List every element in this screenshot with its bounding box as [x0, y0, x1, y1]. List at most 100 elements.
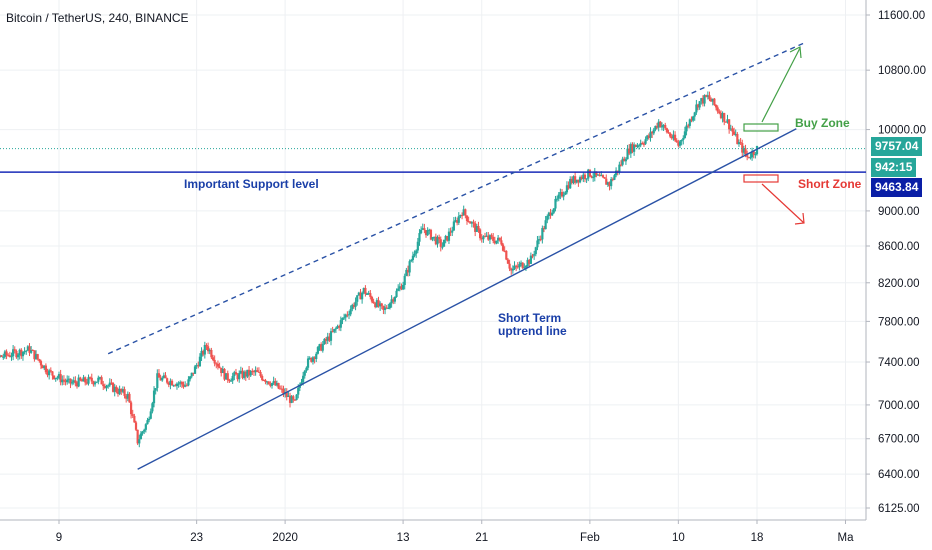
candle-body — [148, 418, 151, 421]
candle-body — [172, 385, 175, 387]
candle-body — [313, 357, 316, 360]
candle-body — [528, 259, 531, 264]
candle-body — [462, 209, 465, 216]
uptrend-line[interactable] — [137, 128, 797, 470]
candle-body — [270, 383, 274, 386]
candle-body — [488, 235, 492, 240]
candle-body — [382, 305, 385, 310]
candle-body — [500, 240, 503, 245]
candle-body — [220, 367, 223, 374]
candle-body — [187, 379, 190, 386]
candle-body — [216, 363, 220, 367]
y-tick-label: 10800.00 — [878, 65, 926, 77]
candle-body — [490, 235, 493, 237]
candle-body — [303, 370, 306, 376]
candle-body — [141, 431, 144, 434]
candle-body — [523, 267, 526, 269]
candle-body — [0, 355, 3, 357]
candle-body — [755, 145, 759, 155]
candle-body — [700, 98, 703, 102]
candle-body — [464, 209, 467, 216]
short-zone-arrow[interactable] — [761, 183, 805, 224]
candle-body — [454, 220, 457, 222]
candle-body — [321, 343, 324, 351]
candle-body — [410, 259, 413, 262]
candle-body — [575, 179, 578, 183]
candle-body — [533, 254, 536, 256]
candle-body — [197, 365, 200, 367]
candle-body — [67, 378, 70, 380]
candle-body — [221, 368, 224, 374]
candle-body — [421, 228, 424, 230]
candle-body — [560, 192, 564, 197]
candle-body — [510, 268, 513, 271]
candle-body — [252, 371, 256, 373]
candle-body — [696, 104, 700, 108]
candle-body — [682, 137, 685, 140]
candle-body — [392, 299, 395, 302]
candle-body — [600, 175, 603, 177]
candle-body — [44, 365, 47, 373]
candle-body — [460, 215, 464, 217]
candle-body — [415, 250, 418, 254]
candle-body — [611, 179, 614, 181]
candle-body — [300, 382, 303, 386]
candle-body — [107, 385, 110, 387]
buy-zone-arrow[interactable] — [761, 47, 801, 123]
candle-body — [21, 351, 25, 357]
candle-body — [429, 229, 433, 240]
candle-body — [118, 388, 121, 394]
candle-body — [574, 176, 577, 183]
candle-body — [565, 185, 569, 193]
candle-body — [310, 357, 313, 362]
candle-body — [323, 338, 326, 344]
y-tick-label: 7000.00 — [878, 400, 920, 412]
candle-body — [737, 142, 741, 145]
candle-body — [143, 429, 146, 432]
candle-body — [601, 175, 605, 178]
candle-body — [120, 388, 123, 392]
candle-body — [505, 250, 508, 260]
candle-body — [482, 236, 485, 240]
short-zone-box[interactable] — [743, 174, 779, 183]
candle-body — [100, 377, 103, 385]
buy-zone-box[interactable] — [743, 123, 779, 132]
candle-body — [672, 134, 675, 139]
channel-top-line[interactable] — [107, 41, 807, 355]
candle-body — [436, 237, 439, 245]
candle-body — [524, 265, 528, 268]
candle-body — [89, 377, 92, 379]
candle-body — [365, 293, 369, 295]
candle-body — [52, 375, 56, 380]
candle-body — [749, 157, 752, 159]
candle-body — [164, 375, 167, 379]
candle-body — [754, 154, 757, 156]
candle-body — [351, 304, 354, 310]
candle-body — [257, 371, 260, 373]
candle-body — [241, 370, 244, 378]
candle-body — [166, 378, 169, 383]
candle-body — [229, 380, 233, 382]
candle-body — [159, 377, 162, 381]
candle-body — [441, 246, 444, 248]
candle-body — [516, 266, 519, 268]
candle-body — [129, 402, 133, 415]
candle-body — [569, 178, 572, 189]
candle-body — [562, 194, 565, 197]
candle-body — [13, 349, 16, 351]
candle-body — [236, 374, 239, 380]
candle-body — [452, 221, 455, 231]
y-tick-label: 10000.00 — [878, 125, 926, 137]
candle-body — [542, 228, 546, 230]
candle-body — [695, 104, 698, 113]
candle-body — [652, 129, 655, 134]
candle-body — [203, 344, 206, 355]
candle-body — [38, 359, 41, 362]
candle-body — [43, 365, 46, 369]
candle-body — [605, 178, 608, 185]
y-tick-label: 7400.00 — [878, 357, 920, 369]
candle-body — [660, 126, 664, 128]
candle-body — [239, 370, 242, 374]
